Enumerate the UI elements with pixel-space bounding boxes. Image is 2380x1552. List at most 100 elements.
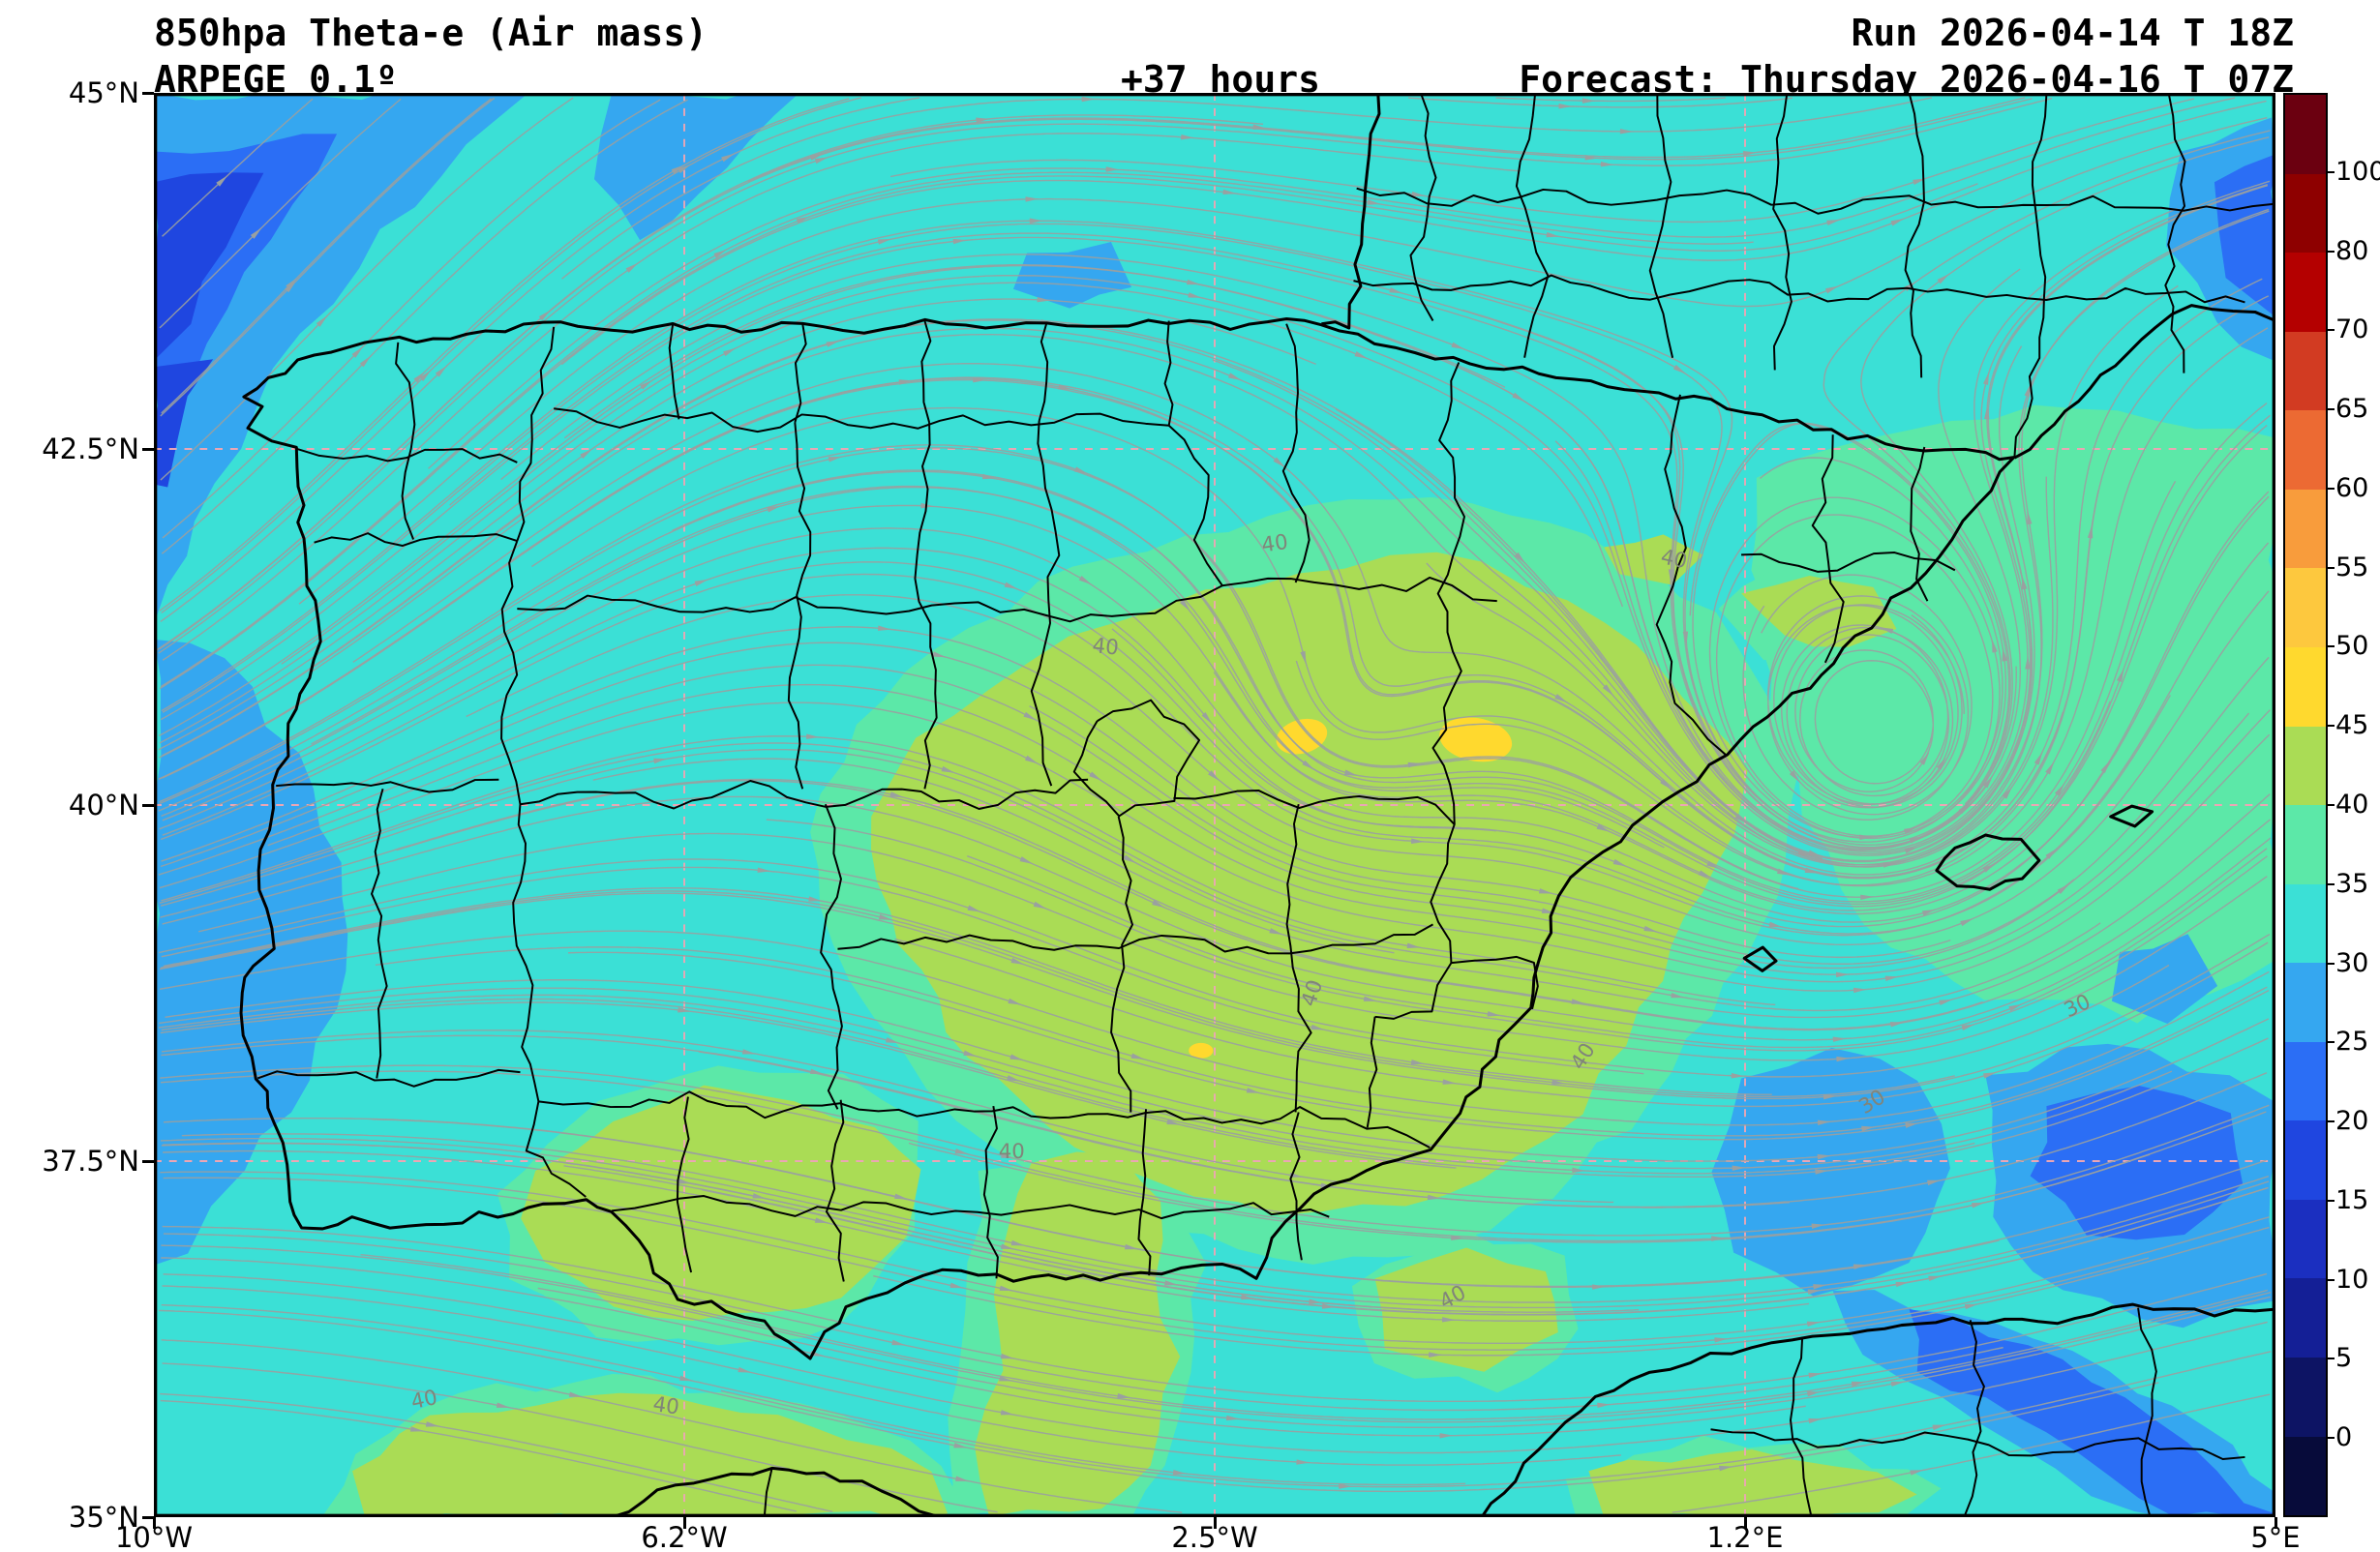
streamline-arrow bbox=[1074, 466, 1089, 474]
streamline-arrow bbox=[2034, 751, 2043, 765]
admin-border bbox=[787, 422, 812, 790]
colorbar-segment bbox=[2285, 331, 2326, 411]
streamline-arrow bbox=[1273, 457, 1286, 468]
streamline-arrow bbox=[1179, 599, 1190, 612]
streamline-arrow bbox=[1024, 755, 1039, 764]
colorbar-tick-label: 20 bbox=[2335, 1106, 2369, 1137]
map-frame bbox=[154, 93, 2275, 1517]
colorbar-tick bbox=[2328, 1199, 2335, 1202]
x-axis-tick bbox=[1214, 1517, 1217, 1529]
streamline-arrow bbox=[316, 314, 328, 327]
streamline bbox=[159, 742, 2101, 1012]
streamline-arrow bbox=[1859, 834, 1874, 840]
streamline-arrow bbox=[419, 370, 432, 382]
admin-border bbox=[763, 1467, 773, 1517]
streamline-arrow bbox=[1600, 161, 1614, 167]
streamline bbox=[162, 319, 2054, 866]
admin-border bbox=[1173, 790, 1456, 825]
coastline bbox=[2109, 804, 2154, 828]
admin-border bbox=[1038, 321, 1049, 422]
streamline-arrow bbox=[721, 153, 735, 163]
streamline bbox=[159, 858, 2170, 1078]
streamline-arrow bbox=[1201, 712, 1213, 725]
streamline-arrow bbox=[877, 239, 891, 245]
streamline-arrow bbox=[1429, 1352, 1443, 1358]
streamline-arrow bbox=[1130, 1053, 1145, 1060]
streamline-arrow bbox=[2057, 883, 2070, 894]
admin-border bbox=[2013, 93, 2048, 459]
streamline-arrow bbox=[999, 1285, 1013, 1292]
streamline bbox=[161, 220, 2017, 846]
colorbar-segment bbox=[2285, 1120, 2326, 1200]
streamline-arrow bbox=[808, 896, 823, 902]
streamline bbox=[158, 97, 2053, 654]
streamline bbox=[702, 1186, 2269, 1316]
streamline-arrow bbox=[1152, 900, 1165, 909]
streamline bbox=[1692, 422, 2010, 839]
streamline-arrow bbox=[1643, 925, 1658, 933]
streamline bbox=[161, 99, 688, 554]
streamline-arrow bbox=[1010, 957, 1025, 966]
streamline-arrow bbox=[2116, 668, 2124, 683]
streamline-arrow bbox=[1811, 1223, 1825, 1229]
streamline bbox=[160, 236, 1992, 849]
streamline bbox=[466, 590, 2270, 946]
streamline-arrow bbox=[1367, 199, 1381, 205]
streamline-arrow bbox=[1439, 1433, 1454, 1439]
streamline-arrow bbox=[1928, 1275, 1943, 1282]
streamline bbox=[159, 495, 2270, 923]
streamline-arrow bbox=[1554, 694, 1568, 703]
admin-border bbox=[837, 923, 1433, 955]
streamline bbox=[162, 1285, 1621, 1466]
streamline-arrow bbox=[1441, 1317, 1457, 1323]
colorbar-tick-label: 70 bbox=[2335, 314, 2369, 345]
admin-border bbox=[668, 323, 680, 420]
streamline-arrow bbox=[1354, 351, 1369, 359]
admin-border bbox=[1110, 816, 1133, 1113]
coastline bbox=[1321, 93, 1381, 330]
streamline bbox=[1213, 414, 2272, 911]
streamline-arrow bbox=[1910, 1470, 1924, 1476]
streamline-arrow bbox=[1890, 1381, 1905, 1388]
streamline bbox=[396, 779, 2272, 1031]
streamline-arrow bbox=[1166, 1119, 1181, 1125]
streamline-arrow bbox=[1442, 1079, 1457, 1085]
streamline-arrow bbox=[1832, 1036, 1847, 1042]
streamline-arrow bbox=[2054, 783, 2065, 796]
streamline-arrow bbox=[1552, 1079, 1566, 1086]
streamline-arrow bbox=[413, 371, 426, 383]
admin-border bbox=[1904, 93, 1925, 378]
streamline bbox=[375, 946, 2268, 1137]
streamline bbox=[160, 890, 1955, 1098]
streamline bbox=[449, 232, 2022, 849]
streamline bbox=[537, 1287, 2271, 1429]
streamline bbox=[1295, 295, 2270, 886]
streamline-arrow bbox=[2002, 647, 2007, 662]
streamline bbox=[158, 470, 2112, 906]
streamline bbox=[159, 701, 2271, 992]
colorbar-tick-label: 80 bbox=[2335, 235, 2369, 266]
streamline bbox=[161, 97, 861, 613]
field-region-yellow bbox=[1276, 718, 1328, 755]
streamline-arrow bbox=[1807, 1289, 1822, 1295]
admin-border bbox=[1353, 274, 2245, 304]
streamline-arrow bbox=[1835, 971, 1850, 978]
admin-border bbox=[982, 1105, 999, 1279]
streamline bbox=[161, 1303, 1466, 1486]
streamline bbox=[1408, 97, 1793, 108]
streamline-arrow bbox=[2008, 1003, 2023, 1012]
streamline-arrow bbox=[1619, 129, 1634, 134]
colorbar-tick bbox=[2328, 250, 2335, 253]
streamline-arrow bbox=[953, 1442, 968, 1448]
streamline-arrow bbox=[1890, 218, 1905, 226]
coastline bbox=[1935, 833, 2041, 891]
streamline-arrow bbox=[1228, 373, 1242, 381]
streamline-arrow bbox=[713, 249, 727, 258]
streamline bbox=[531, 327, 2269, 887]
admin-border bbox=[2164, 93, 2186, 373]
streamline-arrow bbox=[1836, 1056, 1851, 1062]
y-axis-tick-label: 35°N bbox=[68, 1501, 139, 1534]
field-region-yellow bbox=[1439, 717, 1513, 762]
